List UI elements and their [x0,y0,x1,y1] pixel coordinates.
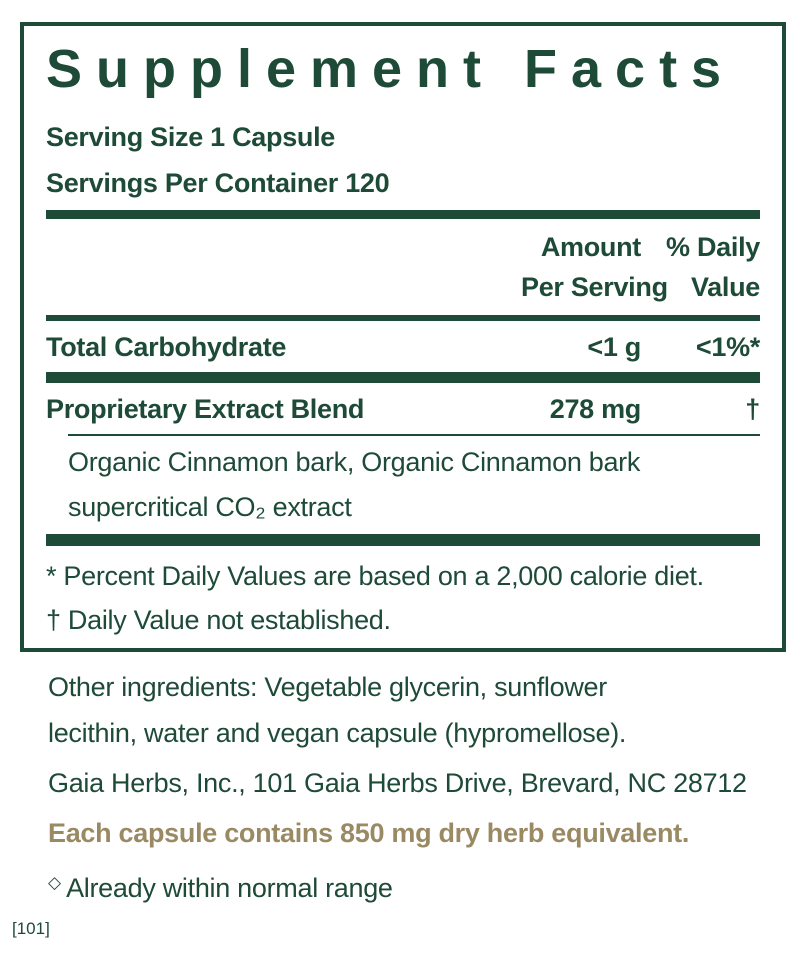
supplement-label-page: Supplement Facts Serving Size 1 Capsule … [0,22,800,939]
divider-bar-header [46,315,760,321]
other-ingredients-line: lecithin, water and vegan capsule (hypro… [48,718,627,748]
nutrient-name: Proprietary Extract Blend [46,394,365,424]
amount-header-line1: Amount [540,232,641,262]
footnote-dagger: † Daily Value not established. [46,605,391,635]
servings-per-container: Servings Per Container 120 [46,168,390,198]
supplement-facts-panel: Supplement Facts Serving Size 1 Capsule … [20,22,786,652]
nutrient-amount: 278 mg [549,394,642,424]
name-column-header [46,227,521,307]
other-ingredients-line: Other ingredients: Vegetable glycerin, s… [48,672,607,702]
divider-bar-mid [46,372,760,383]
below-panel-info: Other ingredients: Vegetable glycerin, s… [48,664,800,911]
amount-column-header: Amount Per Serving [521,227,668,307]
blend-sub-ingredients: Organic Cinnamon bark, Organic Cinnamon … [68,434,760,534]
column-headers: Amount Per Serving % Daily Value [46,227,760,307]
divider-bar-top [46,210,760,219]
footnotes: * Percent Daily Values are based on a 2,… [46,554,760,642]
divider-bar-bottom [46,534,760,546]
panel-title: Supplement Facts [46,39,736,99]
sub-ingredients-line: supercritical CO₂ extract [68,492,352,522]
nutrient-name: Total Carbohydrate [46,332,287,362]
normal-range-text: Already within normal range [66,873,393,903]
serving-size: Serving Size 1 Capsule [46,122,336,152]
nutrient-daily-value: <1%* [695,332,760,362]
footnote-daily-values: * Percent Daily Values are based on a 2,… [46,561,704,591]
table-row-proprietary-blend: Proprietary Extract Blend 278 mg † [46,383,760,434]
manufacturer-address: Gaia Herbs, Inc., 101 Gaia Herbs Drive, … [48,768,747,798]
diamond-icon: ◇ [48,873,62,892]
dv-header-line1: % Daily [666,232,760,262]
dv-header-line2: Value [690,272,760,302]
table-row-total-carbohydrate: Total Carbohydrate <1 g <1%* [46,321,760,372]
nutrient-amount: <1 g [587,332,641,362]
reference-tag: [101] [12,919,50,938]
amount-header-line2: Per Serving [521,272,668,302]
normal-range-note: ◇ Already within normal range [48,860,800,911]
serving-info: Serving Size 1 Capsule Servings Per Cont… [46,114,760,206]
nutrient-daily-value: † [745,394,760,424]
dry-herb-equivalent: Each capsule contains 850 mg dry herb eq… [48,818,690,848]
daily-value-column-header: % Daily Value [641,227,760,307]
sub-ingredients-line: Organic Cinnamon bark, Organic Cinnamon … [68,447,641,477]
